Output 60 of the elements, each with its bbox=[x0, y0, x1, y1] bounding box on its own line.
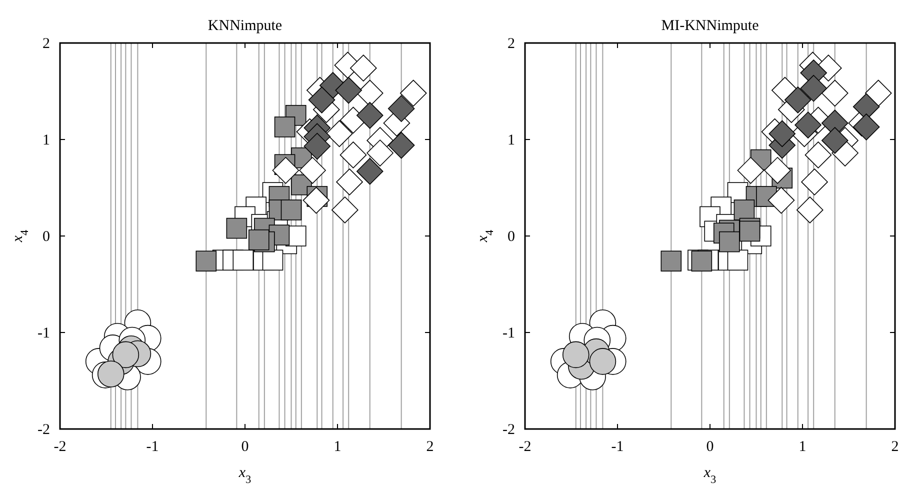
point bbox=[719, 231, 740, 252]
y-tick-label: -2 bbox=[38, 422, 50, 438]
point bbox=[274, 116, 296, 138]
point bbox=[388, 132, 415, 159]
y-tick-label: 1 bbox=[508, 132, 515, 148]
x-tick-label: 2 bbox=[426, 439, 434, 455]
point bbox=[232, 250, 254, 271]
point bbox=[737, 156, 764, 184]
point bbox=[794, 112, 822, 138]
x-tick-label: 2 bbox=[891, 439, 899, 455]
x-tick-label: -1 bbox=[611, 439, 624, 455]
point bbox=[388, 95, 415, 122]
chart-title: MI-KNNimpute bbox=[661, 18, 760, 34]
point bbox=[262, 250, 284, 271]
y-tick-label: 2 bbox=[508, 36, 515, 52]
x-tick-label: 1 bbox=[334, 439, 342, 455]
point bbox=[299, 156, 326, 184]
point bbox=[196, 250, 217, 272]
point bbox=[852, 114, 880, 140]
x-axis-title: x$_{3}$ bbox=[702, 465, 717, 486]
point bbox=[727, 250, 748, 271]
point bbox=[366, 140, 394, 166]
point bbox=[764, 156, 791, 184]
point bbox=[302, 186, 330, 214]
point bbox=[734, 200, 755, 220]
point bbox=[691, 250, 712, 272]
x-tick-label: 1 bbox=[798, 439, 806, 455]
point bbox=[356, 158, 384, 185]
x-tick-label: 0 bbox=[241, 439, 249, 455]
point bbox=[562, 341, 590, 368]
x-tick-label: -2 bbox=[54, 439, 66, 455]
point bbox=[800, 74, 827, 102]
point bbox=[356, 102, 384, 129]
y-tick-label: -1 bbox=[502, 326, 515, 342]
point bbox=[784, 86, 812, 114]
x-axis-title: x$_{3}$ bbox=[238, 465, 252, 486]
point bbox=[112, 341, 140, 368]
y-tick-label: 2 bbox=[42, 36, 50, 52]
point bbox=[589, 348, 616, 375]
point bbox=[768, 186, 795, 214]
y-tick-label: 0 bbox=[42, 229, 50, 245]
point bbox=[335, 76, 362, 104]
y-tick-label: 1 bbox=[42, 132, 50, 148]
point bbox=[308, 86, 336, 114]
point bbox=[280, 200, 302, 220]
point bbox=[272, 156, 300, 184]
point bbox=[226, 218, 248, 239]
x-tick-label: -1 bbox=[146, 439, 159, 455]
chart-title: KNNimpute bbox=[208, 18, 282, 34]
point bbox=[248, 229, 270, 250]
y-tick-label: -1 bbox=[38, 326, 50, 342]
point bbox=[768, 120, 796, 148]
y-tick-label: 0 bbox=[508, 229, 515, 245]
x-tick-label: 0 bbox=[706, 439, 714, 455]
point bbox=[97, 360, 124, 388]
x-tick-label: -2 bbox=[518, 439, 532, 455]
point bbox=[660, 250, 682, 272]
point bbox=[304, 132, 331, 160]
point bbox=[821, 127, 848, 154]
y-tick-label: -2 bbox=[502, 422, 515, 438]
